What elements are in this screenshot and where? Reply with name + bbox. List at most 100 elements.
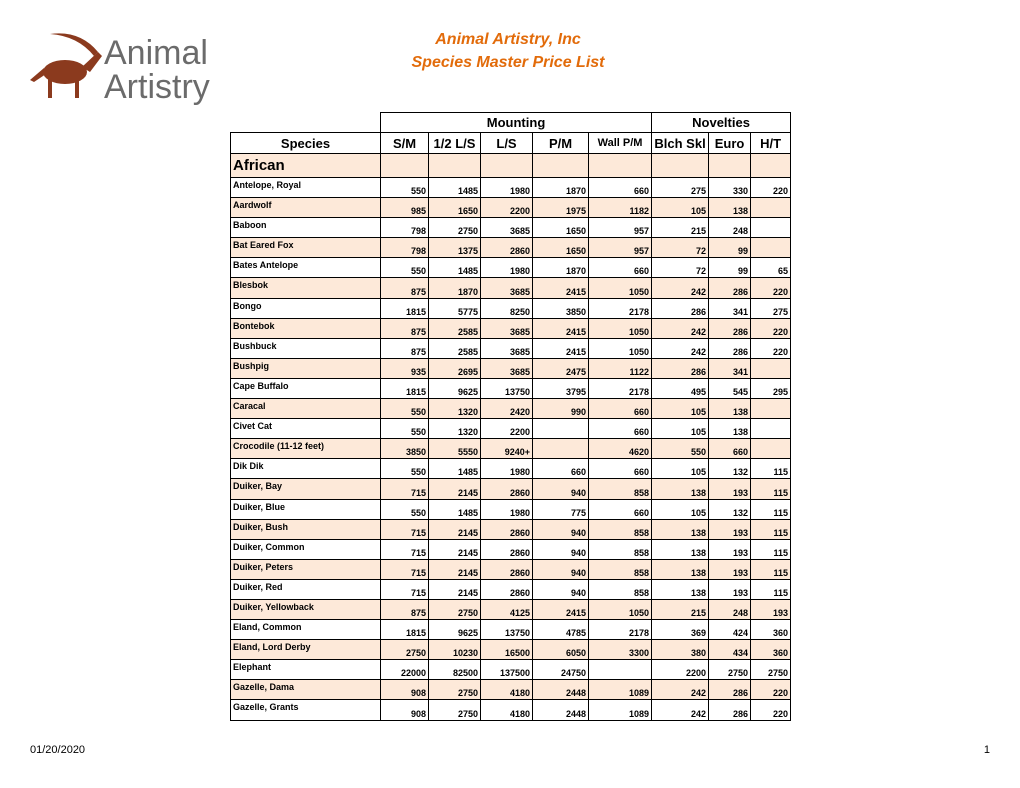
price-cell: 985: [380, 197, 429, 219]
header-row: Species S/M 1/2 L/S L/S P/M Wall P/M Blch Skl E…: [230, 132, 792, 154]
price-cell: 1980: [480, 176, 533, 199]
price-cell: 660: [587, 458, 653, 480]
species-name: Elephant: [230, 659, 381, 681]
price-cell: 115: [750, 478, 792, 500]
price-cell: 1980: [480, 498, 533, 520]
price-cell: 193: [708, 538, 752, 560]
logo-text: Animal: [104, 34, 208, 72]
data-row: Duiker, Peters 715 2145 2860 940 858 138 193 115: [230, 558, 792, 580]
price-cell: 775: [532, 498, 589, 520]
price-cell: 242: [651, 317, 710, 339]
column-header: 1/2 L/S: [428, 132, 481, 154]
price-cell: 2200: [651, 659, 710, 681]
price-cell: 9240+: [480, 438, 533, 460]
species-name: Duiker, Red: [230, 578, 381, 600]
price-cell: 13750: [480, 619, 533, 641]
price-cell: 1980: [480, 458, 533, 480]
price-cell: 220: [750, 277, 792, 299]
price-cell: 1320: [428, 398, 481, 420]
price-cell: 248: [708, 217, 752, 239]
price-cell: 858: [587, 558, 653, 580]
price-cell: 858: [587, 538, 653, 560]
price-cell: 1375: [428, 237, 481, 259]
price-cell: 138: [651, 578, 710, 600]
price-cell: 908: [380, 679, 429, 701]
price-cell: 495: [651, 377, 710, 400]
empty-cell: [428, 153, 481, 178]
price-cell: 138: [651, 478, 710, 500]
species-name: Crocodile (11-12 feet): [230, 438, 381, 460]
price-cell: 935: [380, 357, 429, 379]
price-cell: 220: [750, 679, 792, 701]
price-cell: 3685: [480, 277, 533, 299]
price-cell: 138: [708, 418, 752, 440]
data-row: Crocodile (11-12 feet) 3850 5550 9240+ 4620 5…: [230, 438, 792, 460]
data-row: Caracal 550 1320 2420 990 660 105 138: [230, 398, 792, 420]
price-cell: [532, 418, 589, 440]
logo: Animal Artistry: [30, 33, 210, 106]
price-cell: 341: [708, 297, 752, 319]
price-cell: 193: [750, 598, 792, 621]
column-header: Blch Skl: [651, 132, 710, 154]
price-cell: 5775: [428, 297, 481, 319]
price-cell: 715: [380, 558, 429, 580]
species-name: Civet Cat: [230, 418, 381, 440]
price-cell: 248: [708, 598, 752, 621]
price-cell: 550: [380, 458, 429, 480]
price-cell: 8250: [480, 297, 533, 319]
price-cell: 105: [651, 418, 710, 440]
price-cell: 875: [380, 317, 429, 339]
group-row: Mounting Novelties: [231, 112, 792, 133]
price-cell: 2178: [587, 297, 653, 319]
price-cell: 138: [651, 538, 710, 560]
price-cell: 2145: [428, 518, 481, 540]
footer-date: 01/20/2020: [30, 744, 86, 756]
price-cell: 2145: [428, 578, 481, 600]
price-cell: [750, 438, 792, 460]
price-cell: 715: [380, 478, 429, 500]
data-row: Bates Antelope 550 1485 1980 1870 660 72 99 65: [230, 257, 792, 279]
empty-cell: [587, 153, 653, 178]
species-name: Gazelle, Grants: [230, 699, 381, 721]
price-cell: 940: [532, 538, 589, 560]
price-cell: 242: [651, 337, 710, 359]
data-row: Eland, Common 1815 9625 13750 4785 2178 369 424…: [230, 619, 792, 641]
price-cell: 2750: [380, 639, 429, 661]
price-cell: 138: [651, 558, 710, 580]
price-cell: 1650: [428, 197, 481, 219]
data-row: Cape Buffalo 1815 9625 13750 3795 2178 495 545 2…: [230, 377, 792, 400]
price-cell: [750, 398, 792, 420]
species-name: Baboon: [230, 217, 381, 239]
data-row: Duiker, Yellowback 875 2750 4125 2415 1050 215…: [230, 598, 792, 621]
price-cell: 2200: [480, 418, 533, 440]
data-row: Duiker, Bush 715 2145 2860 940 858 138 193 115: [230, 518, 792, 540]
price-cell: 875: [380, 277, 429, 299]
price-cell: 715: [380, 518, 429, 540]
empty-cell: [380, 153, 429, 178]
price-cell: 242: [651, 679, 710, 701]
price-cell: 99: [708, 237, 752, 259]
price-cell: 115: [750, 498, 792, 520]
price-cell: 72: [651, 257, 710, 279]
species-name: Bates Antelope: [230, 257, 381, 279]
price-cell: 138: [651, 518, 710, 540]
column-header: Euro: [708, 132, 752, 154]
price-cell: 5550: [428, 438, 481, 460]
price-cell: 875: [380, 598, 429, 621]
price-cell: 105: [651, 458, 710, 480]
empty-cell: [532, 153, 589, 178]
price-cell: 115: [750, 458, 792, 480]
price-cell: 138: [708, 398, 752, 420]
price-cell: 286: [708, 337, 752, 359]
price-cell: 220: [750, 699, 792, 721]
price-cell: 138: [708, 197, 752, 219]
price-cell: 10230: [428, 639, 481, 661]
price-cell: 2145: [428, 538, 481, 560]
subtitle: Species Master Price List: [411, 54, 605, 71]
price-cell: 9625: [428, 377, 481, 400]
price-cell: 1815: [380, 297, 429, 319]
price-cell: 1122: [587, 357, 653, 379]
price-cell: 2860: [480, 518, 533, 540]
price-cell: 550: [380, 418, 429, 440]
